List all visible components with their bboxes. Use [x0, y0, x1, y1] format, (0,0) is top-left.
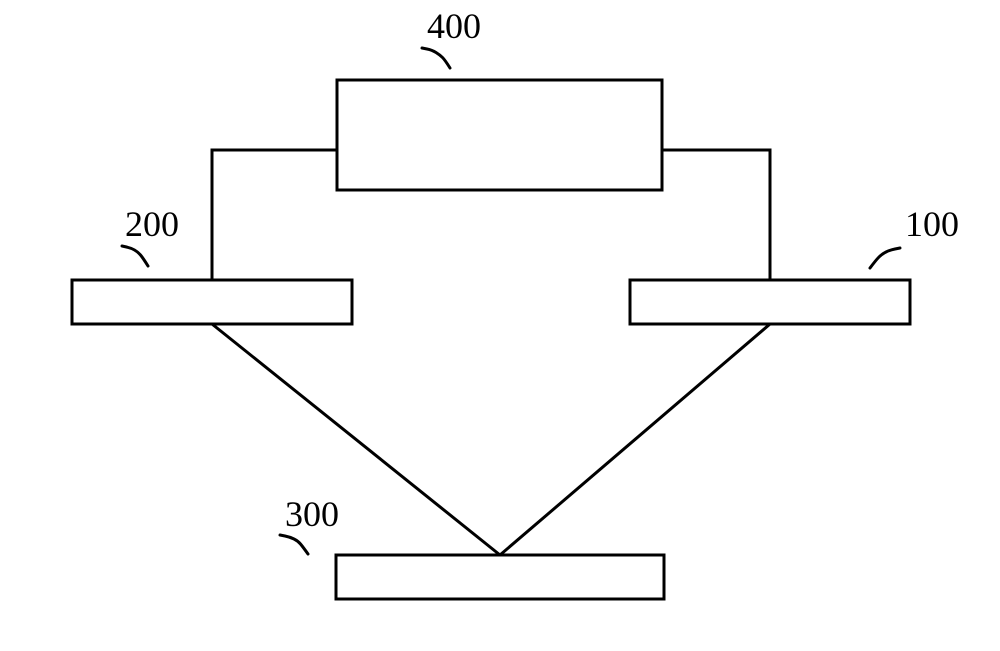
callout-label-right: 100	[905, 204, 959, 244]
diagram-canvas: 400 200 100 300	[0, 0, 1000, 651]
callout-leader-left	[122, 246, 148, 266]
node-left	[72, 280, 352, 324]
connector-top_to_left	[212, 150, 337, 280]
callout-leader-bottom	[280, 535, 308, 554]
connector-top_to_right	[662, 150, 770, 280]
node-top	[337, 80, 662, 190]
node-bottom	[336, 555, 664, 599]
node-right	[630, 280, 910, 324]
callout-leader-right	[870, 248, 900, 268]
connector-left_to_bottom	[212, 324, 500, 555]
callout-leader-top	[422, 48, 450, 68]
callout-label-left: 200	[125, 204, 179, 244]
connector-right_to_bottom	[500, 324, 770, 555]
callout-label-bottom: 300	[285, 494, 339, 534]
callout-label-top: 400	[427, 6, 481, 46]
